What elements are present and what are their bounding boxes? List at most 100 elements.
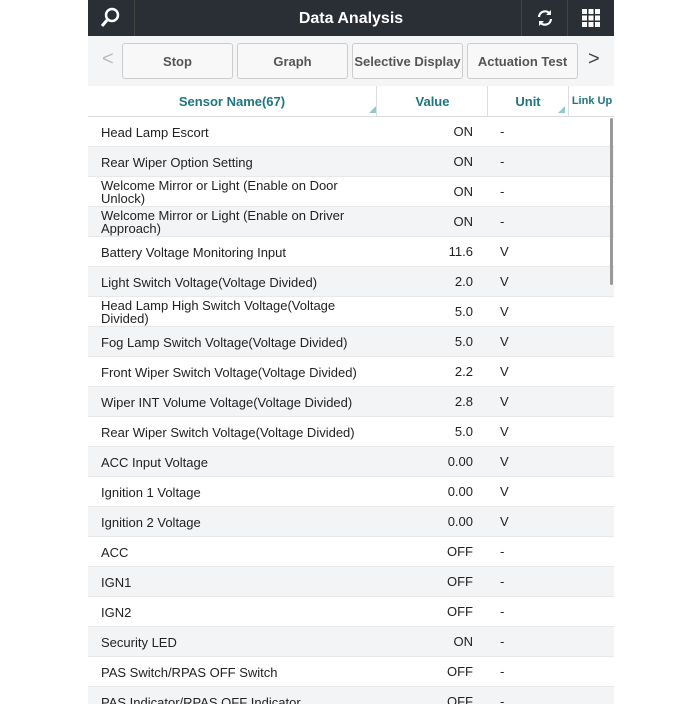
sensor-value: OFF — [447, 574, 473, 589]
column-link-up[interactable]: Link Up — [568, 86, 614, 116]
sensor-unit: V — [500, 304, 509, 319]
sensor-unit: - — [500, 634, 505, 649]
sensor-unit: - — [500, 124, 505, 139]
sensor-name: Rear Wiper Switch Voltage(Voltage Divide… — [101, 424, 355, 440]
actuation-test-button[interactable]: Actuation Test — [467, 43, 578, 79]
sensor-unit: V — [500, 334, 509, 349]
sensor-name: ACC Input Voltage — [101, 454, 208, 470]
table-row[interactable]: Rear Wiper Switch Voltage(Voltage Divide… — [88, 417, 614, 447]
search-button[interactable] — [88, 0, 135, 36]
sensor-value: ON — [453, 184, 474, 199]
column-value[interactable]: Value — [376, 86, 488, 116]
table-row[interactable]: Ignition 2 Voltage 0.00 V — [88, 507, 614, 537]
sensor-unit: V — [500, 514, 509, 529]
table-row[interactable]: Welcome Mirror or Light (Enable on Drive… — [88, 207, 614, 237]
sensor-name: Front Wiper Switch Voltage(Voltage Divid… — [101, 364, 357, 380]
table-row[interactable]: IGN1 OFF - — [88, 567, 614, 597]
sensor-value: OFF — [447, 544, 473, 559]
sensor-unit: V — [500, 484, 509, 499]
sensor-name: Ignition 1 Voltage — [101, 484, 201, 500]
column-sensor-name[interactable]: Sensor Name(67) — [88, 86, 376, 116]
menu-button[interactable] — [567, 0, 614, 36]
graph-button[interactable]: Graph — [237, 43, 348, 79]
sensor-name: Welcome Mirror or Light (Enable on Door … — [101, 178, 338, 206]
sensor-unit: - — [500, 574, 505, 589]
prev-arrow[interactable]: < — [102, 48, 114, 70]
sensor-list: Head Lamp Escort ON - Rear Wiper Option Set… — [88, 117, 614, 704]
sensor-value: 0.00 — [447, 454, 473, 469]
sensor-name: IGN1 — [101, 574, 132, 590]
sort-icon — [369, 106, 376, 113]
sensor-value: 2.8 — [454, 394, 473, 409]
table-row[interactable]: Ignition 1 Voltage 0.00 V — [88, 477, 614, 507]
table-row[interactable]: IGN2 OFF - — [88, 597, 614, 627]
table-row[interactable]: Fog Lamp Switch Voltage(Voltage Divided)… — [88, 327, 614, 357]
table-row[interactable]: PAS Indicator/RPAS OFF Indicator OFF - — [88, 687, 614, 704]
sensor-unit: V — [500, 244, 509, 259]
sensor-value: 5.0 — [454, 304, 473, 319]
sensor-value: ON — [453, 214, 474, 229]
table-row[interactable]: ACC Input Voltage 0.00 V — [88, 447, 614, 477]
sensor-value: 2.2 — [454, 364, 473, 379]
grid-menu-icon — [582, 9, 600, 27]
table-row[interactable]: PAS Switch/RPAS OFF Switch OFF - — [88, 657, 614, 687]
column-label: Value — [415, 93, 450, 109]
scrollbar[interactable] — [610, 118, 613, 285]
sensor-name: Head Lamp Escort — [101, 124, 209, 140]
next-arrow[interactable]: > — [588, 48, 600, 70]
refresh-button[interactable] — [521, 0, 568, 36]
sensor-value: OFF — [447, 694, 473, 704]
table-row[interactable]: Battery Voltage Monitoring Input 11.6 V — [88, 237, 614, 267]
sensor-name: Head Lamp High Switch Voltage(Voltage Di… — [101, 298, 336, 326]
sort-icon — [558, 106, 565, 113]
sensor-name: ACC — [101, 544, 129, 560]
column-label: Unit — [515, 93, 541, 109]
table-row[interactable]: Welcome Mirror or Light (Enable on Door … — [88, 177, 614, 207]
sensor-name: IGN2 — [101, 604, 132, 620]
selective-display-button[interactable]: Selective Display — [352, 43, 463, 79]
refresh-icon — [537, 10, 553, 26]
sensor-name: Light Switch Voltage(Voltage Divided) — [101, 274, 318, 290]
table-row[interactable]: Wiper INT Volume Voltage(Voltage Divided… — [88, 387, 614, 417]
app: Data Analysis < Stop Graph Selective Dis… — [88, 0, 614, 704]
table-row[interactable]: Head Lamp Escort ON - — [88, 117, 614, 147]
page-title: Data Analysis — [298, 10, 404, 27]
sensor-value: 0.00 — [447, 484, 473, 499]
sensor-unit: - — [500, 184, 505, 199]
sensor-value: 11.6 — [448, 244, 473, 259]
sensor-name: PAS Indicator/RPAS OFF Indicator — [101, 694, 301, 704]
sensor-name: PAS Switch/RPAS OFF Switch — [101, 664, 278, 680]
table-row[interactable]: Security LED ON - — [88, 627, 614, 657]
sensor-value: OFF — [447, 664, 473, 679]
sensor-name: Ignition 2 Voltage — [101, 514, 201, 530]
sensor-value: ON — [453, 124, 474, 139]
sensor-name: Wiper INT Volume Voltage(Voltage Divided… — [101, 394, 353, 410]
toolbar: < Stop Graph Selective Display Actuation… — [88, 36, 614, 86]
sensor-value: ON — [453, 154, 474, 169]
stop-button[interactable]: Stop — [122, 43, 233, 79]
sensor-value: ON — [453, 634, 474, 649]
sensor-value: 5.0 — [454, 424, 473, 439]
table-row[interactable]: Light Switch Voltage(Voltage Divided) 2.0… — [88, 267, 614, 297]
sensor-name: Battery Voltage Monitoring Input — [101, 244, 287, 260]
table-row[interactable]: Head Lamp High Switch Voltage(Voltage Di… — [88, 297, 614, 327]
sensor-name: Welcome Mirror or Light (Enable on Drive… — [101, 208, 345, 236]
sensor-name: Fog Lamp Switch Voltage(Voltage Divided) — [101, 334, 348, 350]
sensor-value: 0.00 — [447, 514, 473, 529]
column-unit[interactable]: Unit — [487, 86, 568, 116]
column-label: Sensor Name(67) — [178, 93, 286, 109]
sensor-unit: V — [500, 424, 509, 439]
sensor-value: OFF — [447, 604, 473, 619]
sensor-unit: V — [500, 394, 509, 409]
sensor-name: Security LED — [101, 634, 177, 650]
title-bar: Data Analysis — [88, 0, 614, 36]
table-row[interactable]: ACC OFF - — [88, 537, 614, 567]
sensor-name: Rear Wiper Option Setting — [101, 154, 253, 170]
sensor-unit: - — [500, 694, 505, 704]
table-row[interactable]: Rear Wiper Option Setting ON - — [88, 147, 614, 177]
sensor-unit: V — [500, 274, 509, 289]
sensor-unit: V — [500, 364, 509, 379]
sensor-unit: - — [500, 664, 505, 679]
table-row[interactable]: Front Wiper Switch Voltage(Voltage Divid… — [88, 357, 614, 387]
sensor-value: 2.0 — [454, 274, 473, 289]
